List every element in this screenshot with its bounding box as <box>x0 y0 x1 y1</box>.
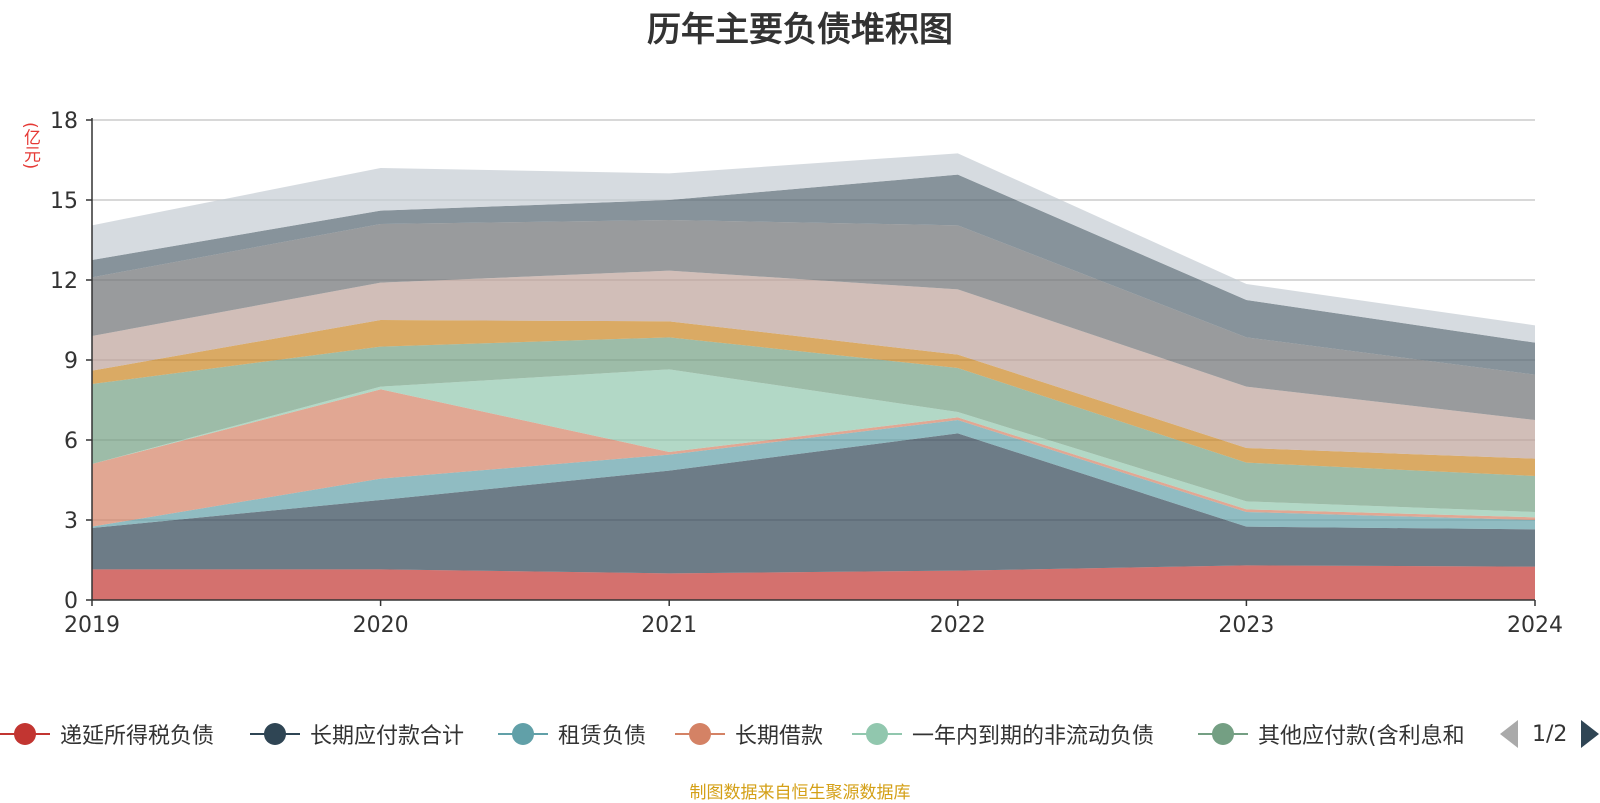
legend-item-current-noncurrent-liabilities[interactable]: 一年内到期的非流动负债 <box>852 712 1154 756</box>
legend-item-other-payables[interactable]: 其他应付款(含利息和 <box>1198 712 1465 756</box>
legend-label: 一年内到期的非流动负债 <box>912 724 1155 749</box>
area-series-1 <box>92 433 1535 574</box>
area-series-7 <box>92 270 1535 459</box>
legend-dot <box>866 723 888 745</box>
x-tick-label: 2020 <box>353 613 409 638</box>
stacked-area-chart: 0 3 6 9 12 15 18 2019 2020 2021 2022 2023 2024 <box>50 109 1563 638</box>
area-series-10 <box>92 153 1535 343</box>
legend: 递延所得税负债 长期应付款合计 租赁负债 长期借款 一年内到期的非流动负债 <box>0 712 1600 756</box>
x-tick-label: 2021 <box>641 613 697 638</box>
legend-label: 其他应付款(含利息和 <box>1258 724 1465 749</box>
legend-marker-icon <box>1198 712 1248 756</box>
legend-pager: 1/2 <box>1500 712 1600 756</box>
legend-label: 租赁负债 <box>558 724 647 749</box>
x-tick-label: 2022 <box>930 613 986 638</box>
chart-title: 历年主要负债堆积图 <box>647 10 953 50</box>
legend-marker-icon <box>498 712 548 756</box>
legend-dot <box>14 723 36 745</box>
y-tick-label: 18 <box>50 109 78 134</box>
y-axis-unit-label: (亿元) <box>20 122 40 170</box>
x-tick-label: 2023 <box>1218 613 1274 638</box>
legend-dot <box>512 723 534 745</box>
area-series-9 <box>92 174 1535 375</box>
x-tick-label: 2024 <box>1507 613 1563 638</box>
legend-marker-icon <box>852 712 902 756</box>
legend-item-deferred-tax[interactable]: 递延所得税负债 <box>0 712 214 756</box>
legend-page-indicator: 1/2 <box>1532 721 1568 747</box>
y-tick-label: 6 <box>64 429 78 454</box>
legend-item-lease-liabilities[interactable]: 租赁负债 <box>498 712 646 756</box>
area-series-3 <box>92 389 1535 527</box>
legend-label: 递延所得税负债 <box>60 724 215 749</box>
legend-marker-icon <box>675 712 725 756</box>
area-series-8 <box>92 220 1535 420</box>
area-series-0 <box>92 565 1535 600</box>
y-tick-label: 15 <box>50 189 78 214</box>
legend-marker-icon <box>0 712 50 756</box>
area-series-2 <box>92 420 1535 530</box>
data-source-note: 制图数据来自恒生聚源数据库 <box>689 783 911 803</box>
legend-dot <box>689 723 711 745</box>
legend-item-long-term-loans[interactable]: 长期借款 <box>675 712 823 756</box>
y-tick-label: 0 <box>64 589 78 614</box>
legend-label: 长期借款 <box>735 724 824 749</box>
legend-label: 长期应付款合计 <box>310 724 465 749</box>
area-series-5 <box>92 337 1535 512</box>
prev-page-icon[interactable] <box>1500 720 1518 748</box>
next-page-icon[interactable] <box>1581 720 1600 748</box>
legend-dot <box>1212 723 1234 745</box>
x-tick-label: 2019 <box>64 613 120 638</box>
legend-marker-icon <box>250 712 300 756</box>
y-tick-label: 3 <box>64 509 78 534</box>
y-tick-label: 12 <box>50 269 78 294</box>
legend-item-long-term-payables[interactable]: 长期应付款合计 <box>250 712 464 756</box>
area-series-4 <box>92 369 1535 518</box>
legend-dot <box>264 723 286 745</box>
area-series-6 <box>92 320 1535 476</box>
y-tick-label: 9 <box>64 349 78 374</box>
